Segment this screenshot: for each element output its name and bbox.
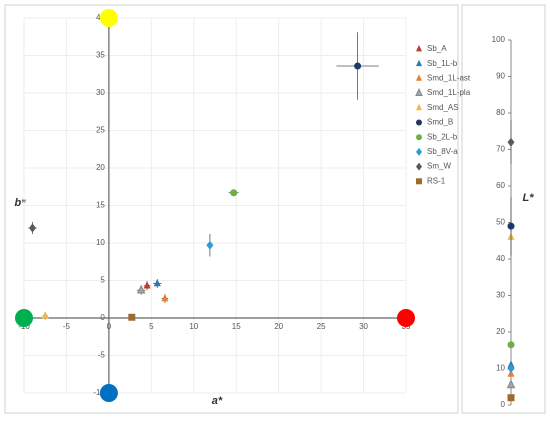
y-tick-label: 10: [96, 238, 105, 247]
l-point: [507, 137, 515, 147]
x-tick-label: 5: [149, 322, 154, 331]
x-tick-label: 20: [274, 322, 283, 331]
y-tick-label: 5: [100, 276, 105, 285]
l-axis-label: L*: [523, 192, 535, 204]
y-tick-label: 20: [96, 163, 105, 172]
point: [136, 284, 146, 294]
legend-marker: [416, 178, 422, 185]
point: [206, 240, 214, 250]
point: [161, 294, 169, 302]
y-tick-label: -10: [93, 388, 105, 397]
x-tick-label: 25: [317, 322, 326, 331]
l-tick-label: 10: [496, 364, 505, 373]
legend-marker: [416, 134, 422, 141]
legend-marker: [416, 147, 422, 156]
legend-label: Sb_2L-b: [427, 132, 458, 141]
y-tick-label: 35: [96, 51, 105, 60]
legend-marker: [415, 87, 423, 96]
legend-marker: [416, 45, 422, 52]
legend-label: Smd_1L-ast: [427, 74, 471, 83]
l-point: [506, 379, 516, 389]
l-point: [507, 364, 515, 373]
legend-marker: [416, 74, 422, 81]
legend-label: Sm_W: [427, 162, 451, 171]
legend-label: Sb_8V-a: [427, 147, 458, 156]
legend-marker: [416, 119, 422, 126]
main-frame: [4, 4, 459, 414]
l-tick-label: 80: [496, 108, 505, 117]
y-axis-label: b*: [15, 197, 27, 209]
color-pole: [15, 309, 33, 327]
l-tick-label: 40: [496, 254, 505, 263]
legend-label: Sb_1L-b: [427, 59, 458, 68]
l-tick-label: 60: [496, 181, 505, 190]
l-point: [507, 341, 515, 349]
color-pole: [397, 309, 415, 327]
x-tick-label: -5: [63, 322, 71, 331]
point: [41, 311, 49, 319]
legend-label: Sb_A: [427, 44, 447, 53]
l-tick-label: 100: [492, 35, 506, 44]
legend-marker: [416, 162, 422, 171]
point: [128, 313, 136, 321]
l-point: [507, 222, 515, 230]
legend-marker: [416, 103, 422, 111]
point: [28, 223, 36, 233]
l-tick-label: 50: [496, 218, 505, 227]
y-tick-label: 30: [96, 88, 105, 97]
l-tick-label: 0: [501, 400, 506, 409]
y-tick-label: -5: [98, 351, 106, 360]
l-point: [507, 394, 515, 402]
x-tick-label: 10: [189, 322, 198, 331]
legend-label: RS-1: [427, 176, 446, 185]
l-tick-label: 30: [496, 291, 505, 300]
l-tick-label: 20: [496, 327, 505, 336]
l-tick-label: 90: [496, 72, 505, 81]
point: [354, 62, 362, 70]
color-pole: [99, 384, 118, 402]
y-tick-label: 15: [96, 201, 105, 210]
x-tick-label: 30: [359, 322, 368, 331]
x-axis-label: a*: [212, 395, 223, 407]
point: [143, 281, 151, 289]
y-tick-label: 25: [96, 126, 105, 135]
point: [153, 279, 161, 287]
legend-label: Smd_1L-pla: [427, 88, 471, 97]
legend-marker: [416, 59, 422, 67]
x-tick-label: 15: [232, 322, 241, 331]
l-frame: [461, 4, 546, 414]
l-tick-label: 70: [496, 145, 505, 154]
point: [230, 189, 238, 197]
l-point: [507, 369, 515, 377]
legend-label: Smd_B: [427, 118, 453, 127]
legend-label: Smd_AS: [427, 103, 459, 112]
color-pole: [99, 9, 118, 27]
